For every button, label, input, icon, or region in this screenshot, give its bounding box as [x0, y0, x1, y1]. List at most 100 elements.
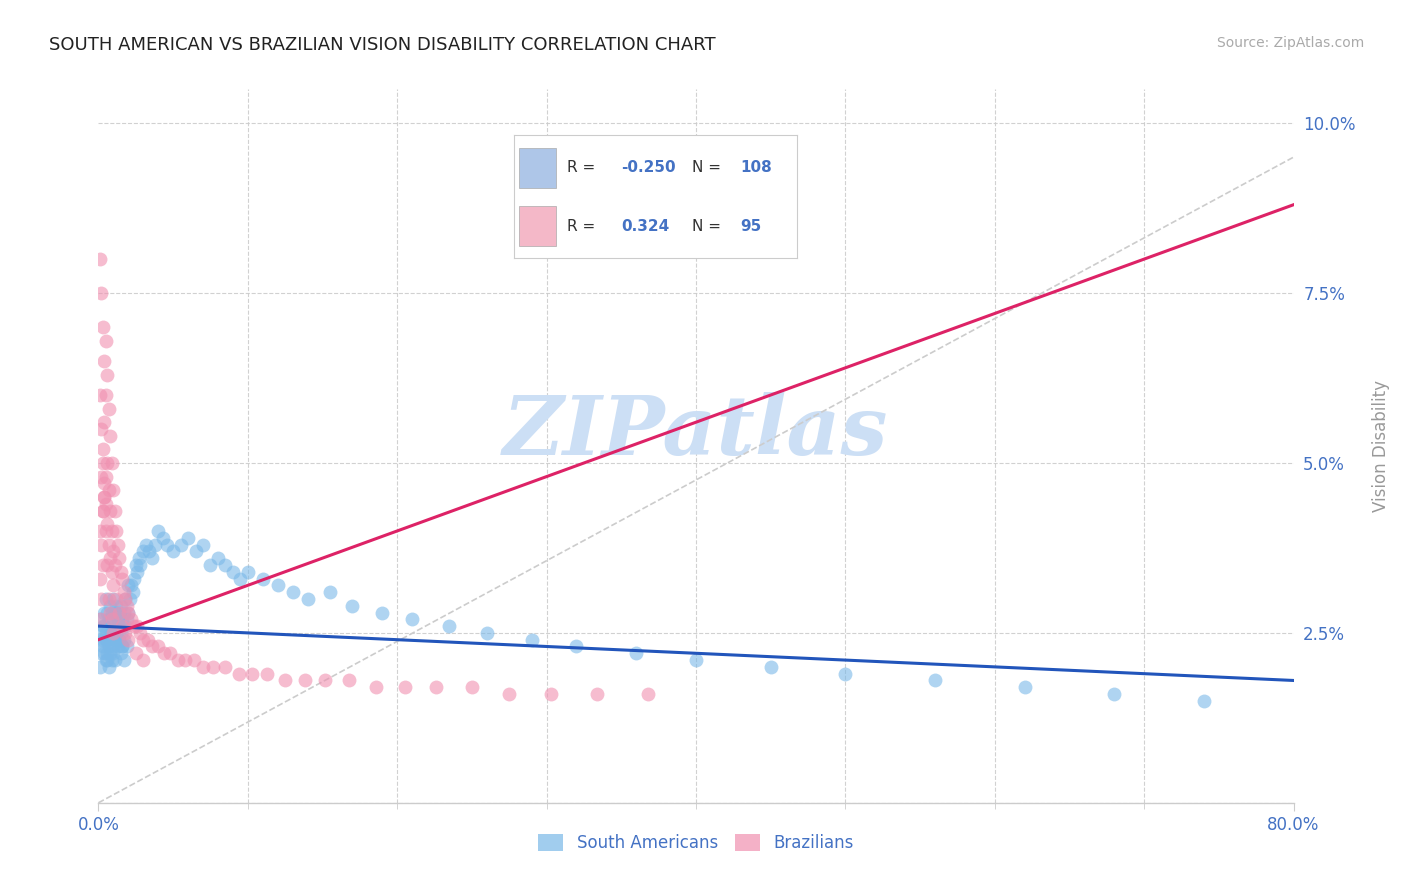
Text: -0.250: -0.250 [621, 161, 676, 176]
Point [685, 653, 707, 667]
Point [626, 646, 648, 660]
Point [98, 606, 122, 620]
Point [315, 673, 337, 688]
Point [93, 606, 115, 620]
Point [90, 286, 112, 301]
Point [103, 483, 125, 498]
Point [319, 585, 342, 599]
Point [101, 456, 124, 470]
Point [125, 646, 148, 660]
Point [98, 612, 122, 626]
Point [97, 537, 120, 551]
Point [97, 640, 120, 654]
Point [94, 388, 117, 402]
Point [200, 558, 222, 572]
Point [177, 531, 200, 545]
Point [252, 572, 274, 586]
Point [94, 524, 117, 538]
Point [94, 626, 117, 640]
Point [166, 653, 188, 667]
Point [118, 591, 141, 606]
Point [101, 565, 124, 579]
Point [104, 503, 127, 517]
Point [565, 640, 588, 654]
Point [91, 503, 114, 517]
Text: R =: R = [568, 219, 600, 234]
Point [114, 626, 136, 640]
Point [107, 640, 129, 654]
Point [104, 558, 127, 572]
Point [129, 558, 152, 572]
Point [93, 354, 115, 368]
Point [103, 591, 125, 606]
Point [138, 544, 160, 558]
Point [101, 653, 124, 667]
Point [540, 687, 562, 701]
Point [132, 653, 155, 667]
Point [96, 646, 118, 660]
Point [101, 632, 124, 647]
Point [103, 619, 125, 633]
Point [117, 632, 139, 647]
Point [89, 612, 111, 626]
Point [96, 632, 118, 647]
Point [110, 565, 132, 579]
Point [136, 632, 159, 647]
Point [111, 640, 134, 654]
Point [101, 524, 124, 538]
Point [132, 632, 155, 647]
Point [159, 646, 181, 660]
Point [240, 666, 263, 681]
Point [637, 687, 659, 701]
Point [98, 551, 122, 566]
Point [339, 673, 361, 688]
Point [110, 626, 132, 640]
Point [141, 640, 163, 654]
Point [91, 632, 114, 647]
Point [104, 606, 127, 620]
Point [267, 578, 290, 592]
Point [141, 551, 163, 566]
Text: N =: N = [692, 219, 725, 234]
Point [117, 578, 139, 592]
Point [586, 687, 609, 701]
Point [89, 524, 111, 538]
Point [97, 660, 120, 674]
Point [120, 612, 142, 626]
Point [103, 640, 125, 654]
Point [124, 619, 146, 633]
Text: 95: 95 [740, 219, 762, 234]
Point [103, 578, 125, 592]
Point [101, 606, 124, 620]
Point [94, 653, 117, 667]
Point [110, 646, 132, 660]
Point [96, 606, 118, 620]
Point [132, 544, 155, 558]
Point [97, 483, 120, 498]
Point [121, 585, 143, 599]
Point [520, 632, 543, 647]
Point [103, 646, 125, 660]
Point [103, 626, 125, 640]
Point [366, 680, 388, 694]
Point [89, 252, 111, 266]
Point [94, 591, 117, 606]
Point [156, 537, 179, 551]
Point [127, 619, 149, 633]
Point [105, 626, 128, 640]
Point [107, 537, 129, 551]
Point [148, 524, 170, 538]
Point [104, 632, 127, 647]
Point [924, 673, 946, 688]
Point [108, 606, 131, 620]
Point [105, 599, 128, 613]
Point [148, 640, 170, 654]
Point [111, 619, 134, 633]
Point [124, 572, 146, 586]
Text: Source: ZipAtlas.com: Source: ZipAtlas.com [1216, 36, 1364, 50]
Point [229, 572, 252, 586]
Point [214, 558, 236, 572]
Point [274, 673, 297, 688]
Point [169, 537, 191, 551]
Point [96, 517, 118, 532]
